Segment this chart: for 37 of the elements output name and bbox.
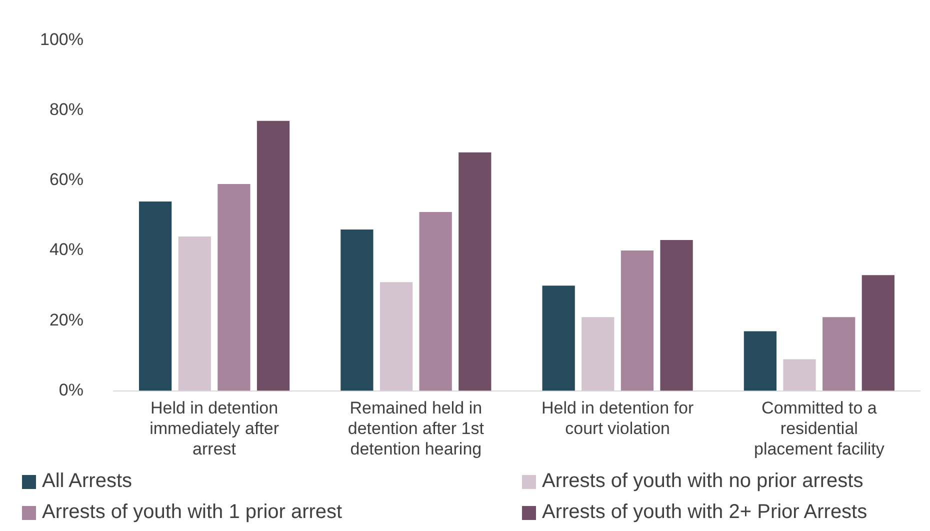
bar (139, 201, 172, 391)
y-tick-label: 0% (58, 380, 84, 400)
y-tick-label: 60% (49, 170, 84, 190)
y-tick-label: 20% (49, 310, 84, 330)
bar (256, 120, 290, 391)
category-label: placement facility (754, 439, 884, 458)
category-label: detention after 1st (348, 419, 484, 438)
bar (419, 212, 452, 391)
legend-label: All Arrests (42, 470, 132, 493)
category-label: court violation (565, 419, 670, 438)
legend-label: Arrests of youth with no prior arrests (542, 470, 864, 493)
category-label: Held in detention for (541, 398, 694, 418)
category-label: Committed to a (762, 398, 877, 418)
bar (380, 282, 413, 391)
bar (178, 236, 211, 391)
y-tick-label: 100% (40, 30, 84, 49)
bar (542, 286, 575, 391)
bar (822, 317, 856, 391)
y-tick-label: 80% (49, 100, 84, 120)
bar (783, 359, 816, 391)
legend-label: Arrests of youth with 2+ Prior Arrests (542, 501, 868, 524)
category-label: residential (780, 419, 858, 438)
bar (862, 275, 894, 391)
bar (582, 317, 614, 391)
bar (458, 152, 492, 391)
category-label: immediately after (150, 419, 280, 438)
legend-label: Arrests of youth with 1 prior arrest (42, 501, 342, 524)
y-tick-label: 40% (49, 240, 84, 260)
bar (660, 240, 693, 391)
category-label: detention hearing (350, 439, 482, 458)
bar (744, 331, 777, 391)
category-label: Remained held in (350, 398, 482, 418)
bar (218, 184, 250, 391)
category-label: Held in detention (150, 398, 278, 418)
category-label: arrest (192, 439, 236, 458)
bar (620, 250, 654, 391)
bar (340, 230, 374, 391)
